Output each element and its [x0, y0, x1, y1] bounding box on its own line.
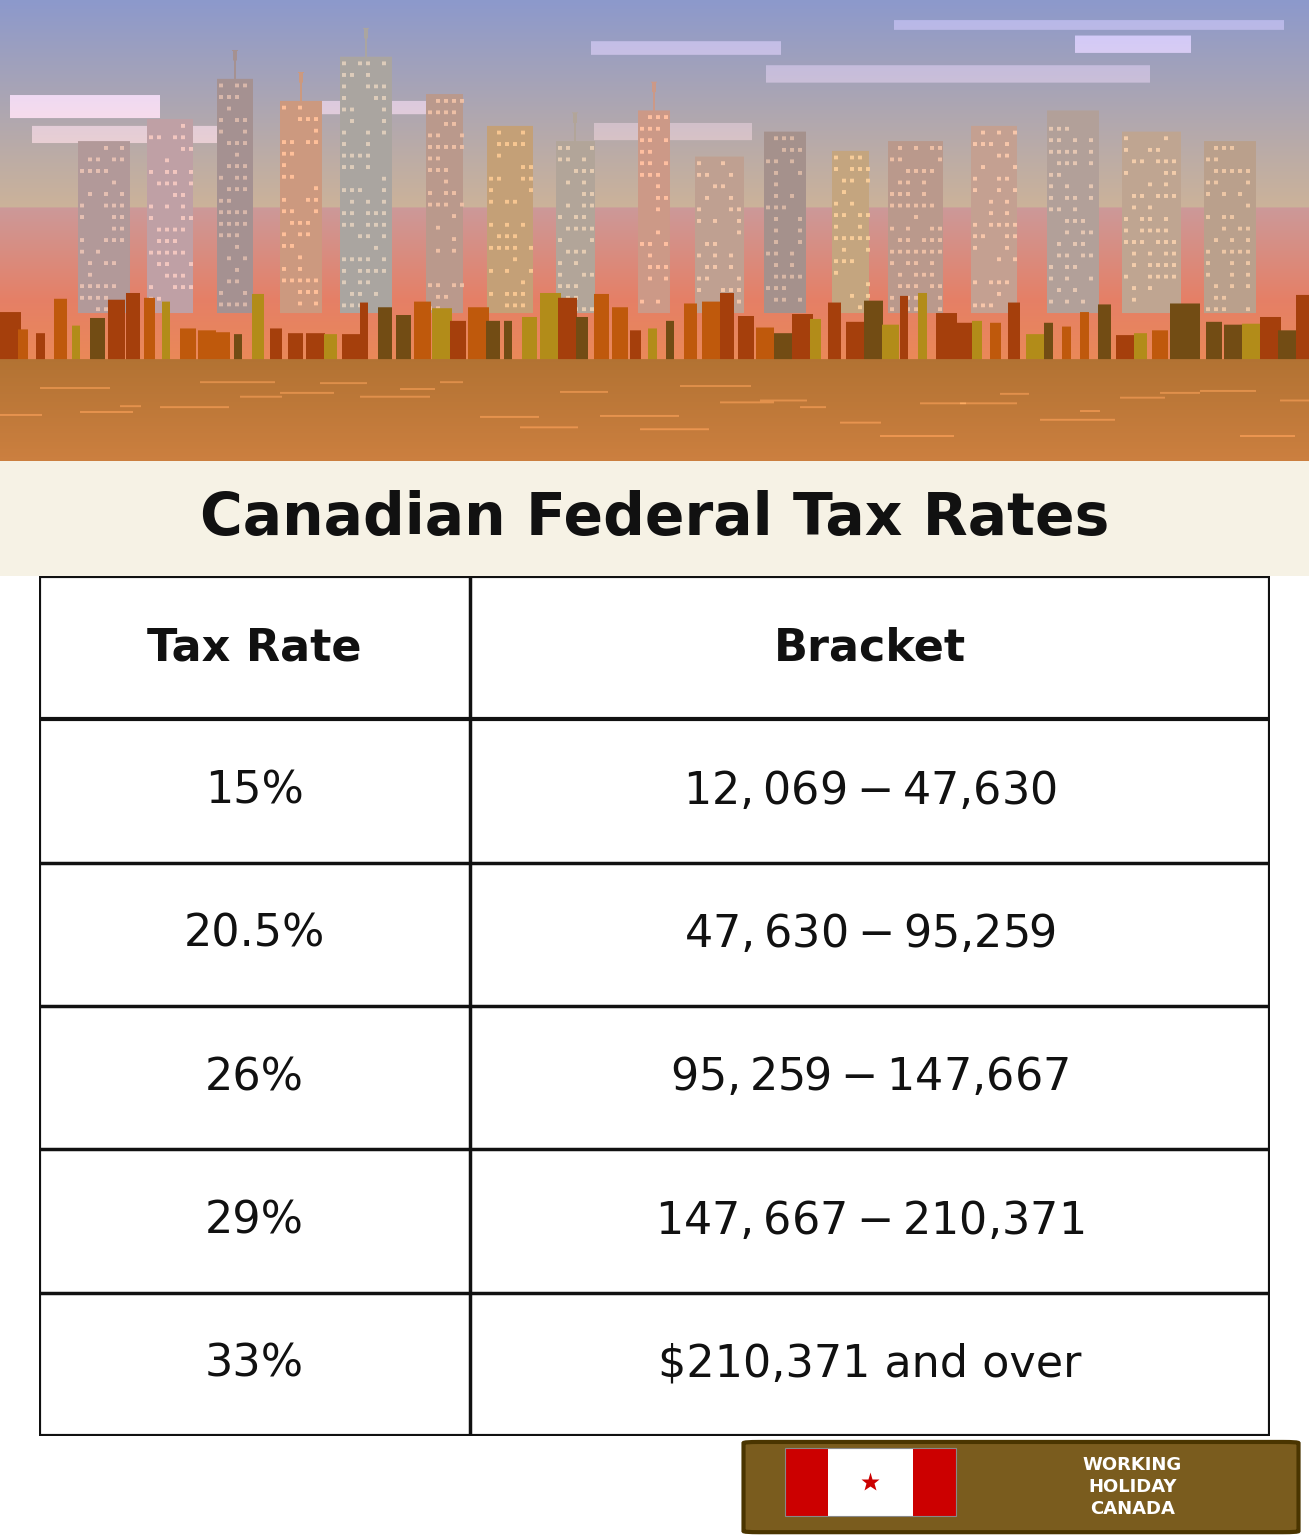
Text: 26%: 26% [206, 1057, 304, 1100]
Text: $147,667 - $210,371: $147,667 - $210,371 [656, 1200, 1084, 1243]
FancyBboxPatch shape [744, 1442, 1299, 1533]
Text: Bracket: Bracket [774, 627, 966, 670]
Text: Canadian Federal Tax Rates: Canadian Federal Tax Rates [200, 490, 1109, 547]
Text: $12,069 - $47,630: $12,069 - $47,630 [683, 770, 1056, 813]
Text: $210,371 and over: $210,371 and over [658, 1342, 1081, 1385]
Text: HOLIDAY: HOLIDAY [1088, 1478, 1177, 1496]
Text: 15%: 15% [206, 770, 304, 813]
Bar [914, 1448, 956, 1516]
Text: Tax Rate: Tax Rate [148, 627, 361, 670]
Text: $95,259 - $147,667: $95,259 - $147,667 [670, 1057, 1069, 1100]
Bar [827, 1448, 912, 1516]
Text: $47,630 - $95,259: $47,630 - $95,259 [685, 912, 1055, 955]
Text: 33%: 33% [206, 1342, 304, 1385]
Bar [785, 1448, 827, 1516]
Text: WORKING: WORKING [1083, 1456, 1182, 1475]
Text: CANADA: CANADA [1090, 1501, 1174, 1518]
Text: 20.5%: 20.5% [183, 912, 326, 955]
Text: 29%: 29% [206, 1200, 304, 1243]
Bar [785, 1448, 956, 1516]
